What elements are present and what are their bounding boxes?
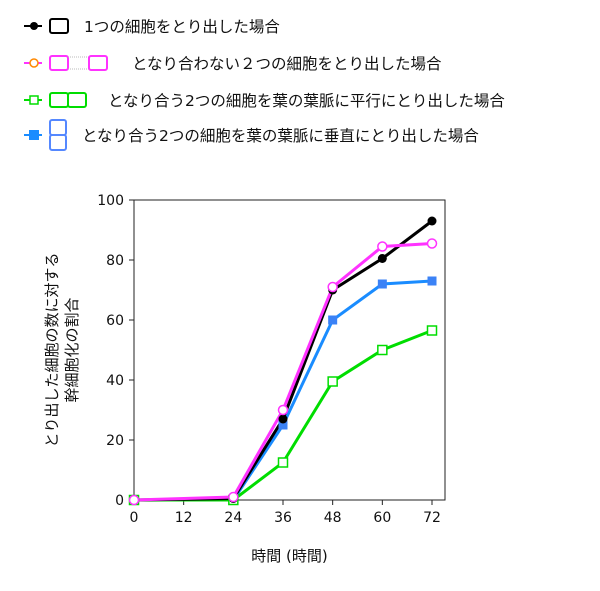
legend-label: 1つの細胞をとり出した場合 [84,18,280,36]
y-tick-label: 20 [106,433,124,449]
data-point [277,404,289,416]
legend-item-parallel: となり合う2つの細胞を葉の葉脈に平行にとり出した場合 [22,87,505,113]
data-point [228,491,239,503]
y-tick-label: 40 [106,373,124,389]
y-tick-label: 60 [106,313,124,329]
data-point [377,279,387,289]
nonadjacent-cells-icon [24,55,108,71]
data-point [377,344,388,356]
data-point [327,376,338,387]
x-axis-label: 時間 (時間) [251,547,327,565]
data-point [426,325,438,336]
x-tick-label: 12 [175,510,193,526]
data-point [327,281,338,293]
data-point [128,494,140,506]
x-tick-label: 0 [130,510,139,526]
legend-item-nonadjacent: となり合わない２つの細胞をとり出した場合 [22,50,442,76]
data-point [427,276,437,286]
legend-label: となり合わない２つの細胞をとり出した場合 [132,55,442,73]
data-point [278,414,288,424]
data-point [426,238,438,249]
parallel-cells-icon [24,92,87,108]
y-axis-label-line1: とり出した細胞の数に対する [43,252,61,447]
data-point [377,241,388,252]
x-tick-label: 72 [423,510,441,526]
plot-frame [133,199,446,501]
data-point [278,420,288,430]
single-cell-icon [24,18,69,34]
legend-item-perpendicular: となり合う2つの細胞を葉の葉脈に垂直にとり出した場合 [22,118,479,152]
x-tick-label: 24 [224,510,242,526]
y-tick-label: 80 [106,253,124,269]
y-axis-label-line2: 幹細胞化の割合 [63,297,81,402]
data-point [328,315,338,325]
y-tick-label: 0 [115,493,124,509]
y-tick-label: 100 [97,193,124,209]
data-point [427,216,437,226]
data-point [277,457,289,468]
legend-label: となり合う2つの細胞を葉の葉脈に垂直にとり出した場合 [82,127,479,145]
legend-label: となり合う2つの細胞を葉の葉脈に平行にとり出した場合 [108,92,505,110]
legend-item-single: 1つの細胞をとり出した場合 [22,13,280,39]
x-tick-label: 60 [373,510,391,526]
perpendicular-cells-icon [24,119,67,151]
series-line-1 [133,242,433,502]
x-tick-label: 48 [324,510,342,526]
data-point [377,254,387,263]
x-tick-label: 36 [274,510,292,526]
